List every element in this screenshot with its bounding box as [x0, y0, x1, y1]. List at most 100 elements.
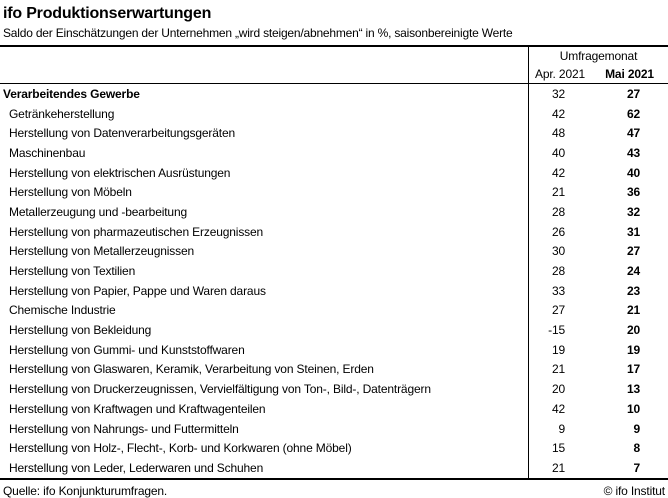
row-values: 30 27	[528, 241, 668, 262]
row-values: 28 32	[528, 202, 668, 222]
table-row: Herstellung von Bekleidung -15 20	[0, 320, 668, 340]
value-apr-2021: 32	[551, 86, 565, 101]
row-values: 42 10	[528, 399, 668, 419]
column-header-apr-2021: Apr. 2021	[534, 67, 586, 81]
value-apr-2021: 33	[551, 283, 565, 298]
value-mai-2021: 27	[626, 86, 640, 101]
row-label: Getränkeherstellung	[9, 106, 115, 121]
table-row: Herstellung von Nahrungs- und Futtermitt…	[0, 418, 668, 439]
value-apr-2021: 19	[551, 342, 565, 357]
row-values: 40 43	[528, 143, 668, 163]
column-header-mai-2021: Mai 2021	[605, 67, 654, 81]
row-values: 48 47	[528, 123, 668, 144]
table-row: Herstellung von Metallerzeugnissen 30 27	[0, 241, 668, 262]
row-values: 33 23	[528, 280, 668, 301]
value-apr-2021: 42	[551, 165, 565, 180]
row-values: 21 36	[528, 182, 668, 203]
value-mai-2021: 9	[633, 421, 640, 436]
value-mai-2021: 24	[626, 264, 640, 279]
row-label: Chemische Industrie	[9, 303, 116, 318]
value-apr-2021: 28	[551, 204, 565, 219]
row-values: 28 24	[528, 261, 668, 281]
row-label: Herstellung von Gummi- und Kunststoffwar…	[9, 342, 245, 357]
row-values: 21 7	[528, 458, 668, 478]
column-header-cells: Apr. 2021 Mai 2021	[528, 65, 668, 83]
value-apr-2021: 30	[551, 244, 565, 259]
source-note: Quelle: ifo Konjunkturumfragen.	[3, 483, 168, 498]
empty-header-cell	[0, 65, 528, 83]
table-row: Maschinenbau 40 43	[0, 143, 668, 163]
value-apr-2021: 21	[551, 362, 565, 377]
column-group-header: Umfragemonat	[559, 49, 638, 63]
row-label: Herstellung von Nahrungs- und Futtermitt…	[9, 421, 239, 436]
row-label: Herstellung von elektrischen Ausrüstunge…	[9, 165, 231, 180]
value-mai-2021: 36	[626, 185, 640, 200]
table-row: Getränkeherstellung 42 62	[0, 103, 668, 124]
value-apr-2021: 20	[551, 382, 565, 397]
row-values: 42 62	[528, 103, 668, 124]
production-expectations-table: Umfragemonat Apr. 2021 Mai 2021 Verarbei…	[0, 45, 668, 480]
row-label: Maschinenbau	[9, 145, 86, 160]
table-row: Herstellung von Möbeln 21 36	[0, 182, 668, 203]
row-label: Herstellung von Bekleidung	[9, 323, 152, 338]
row-label: Herstellung von pharmazeutischen Erzeugn…	[9, 224, 264, 239]
table-row: Metallerzeugung und -bearbeitung 28 32	[0, 202, 668, 222]
row-label: Verarbeitendes Gewerbe	[3, 86, 140, 101]
value-mai-2021: 13	[626, 382, 640, 397]
value-apr-2021: -15	[548, 323, 565, 338]
value-mai-2021: 32	[626, 204, 640, 219]
column-group-cell: Umfragemonat	[528, 47, 668, 65]
row-label: Herstellung von Leder, Lederwaren und Sc…	[9, 460, 264, 475]
page-subtitle: Saldo der Einschätzungen der Unternehmen…	[3, 26, 513, 40]
column-group-row: Umfragemonat	[0, 47, 668, 65]
value-apr-2021: 28	[551, 264, 565, 279]
value-mai-2021: 47	[626, 126, 640, 141]
value-apr-2021: 21	[551, 460, 565, 475]
table-row: Herstellung von Papier, Pappe und Waren …	[0, 280, 668, 301]
footer: Quelle: ifo Konjunkturumfragen. © ifo In…	[0, 480, 668, 498]
value-apr-2021: 42	[551, 106, 565, 121]
row-values: 42 40	[528, 162, 668, 183]
table-body: Verarbeitendes Gewerbe 32 27 Getränkeher…	[0, 84, 668, 478]
value-mai-2021: 40	[626, 165, 640, 180]
row-values: 9 9	[528, 418, 668, 439]
table-row: Herstellung von Gummi- und Kunststoffwar…	[0, 339, 668, 360]
value-apr-2021: 48	[551, 126, 565, 141]
row-label: Herstellung von Druckerzeugnissen, Vervi…	[9, 382, 431, 397]
table-row: Herstellung von Druckerzeugnissen, Vervi…	[0, 379, 668, 399]
row-label: Metallerzeugung und -bearbeitung	[9, 204, 187, 219]
value-apr-2021: 21	[551, 185, 565, 200]
value-apr-2021: 26	[551, 224, 565, 239]
value-mai-2021: 7	[633, 460, 640, 475]
row-values: 27 21	[528, 300, 668, 321]
row-values: -15 20	[528, 320, 668, 340]
value-apr-2021: 27	[551, 303, 565, 318]
row-values: 32 27	[528, 84, 668, 104]
value-mai-2021: 21	[626, 303, 640, 318]
row-values: 15 8	[528, 438, 668, 459]
row-label: Herstellung von Textilien	[9, 264, 136, 279]
row-values: 20 13	[528, 379, 668, 399]
value-apr-2021: 15	[551, 441, 565, 456]
row-label: Herstellung von Datenverarbeitungsgeräte…	[9, 126, 235, 141]
value-apr-2021: 42	[551, 401, 565, 416]
value-mai-2021: 62	[626, 106, 640, 121]
page-title: ifo Produktionserwartungen	[3, 5, 212, 22]
value-mai-2021: 23	[626, 283, 640, 298]
row-label: Herstellung von Papier, Pappe und Waren …	[9, 283, 266, 298]
row-label: Herstellung von Metallerzeugnissen	[9, 244, 195, 259]
copyright-note: © ifo Institut	[603, 483, 666, 498]
table-row: Chemische Industrie 27 21	[0, 300, 668, 321]
row-label: Herstellung von Kraftwagen und Kraftwage…	[9, 401, 266, 416]
table-row: Herstellung von Textilien 28 24	[0, 261, 668, 281]
column-header-row: Apr. 2021 Mai 2021	[0, 65, 668, 83]
value-mai-2021: 17	[626, 362, 640, 377]
row-values: 26 31	[528, 221, 668, 242]
table-row: Herstellung von Kraftwagen und Kraftwage…	[0, 399, 668, 419]
value-apr-2021: 9	[558, 421, 565, 436]
value-mai-2021: 20	[626, 323, 640, 338]
table-row: Herstellung von Holz-, Flecht-, Korb- un…	[0, 438, 668, 459]
row-label: Herstellung von Holz-, Flecht-, Korb- un…	[9, 441, 352, 456]
table-row: Herstellung von Leder, Lederwaren und Sc…	[0, 458, 668, 478]
